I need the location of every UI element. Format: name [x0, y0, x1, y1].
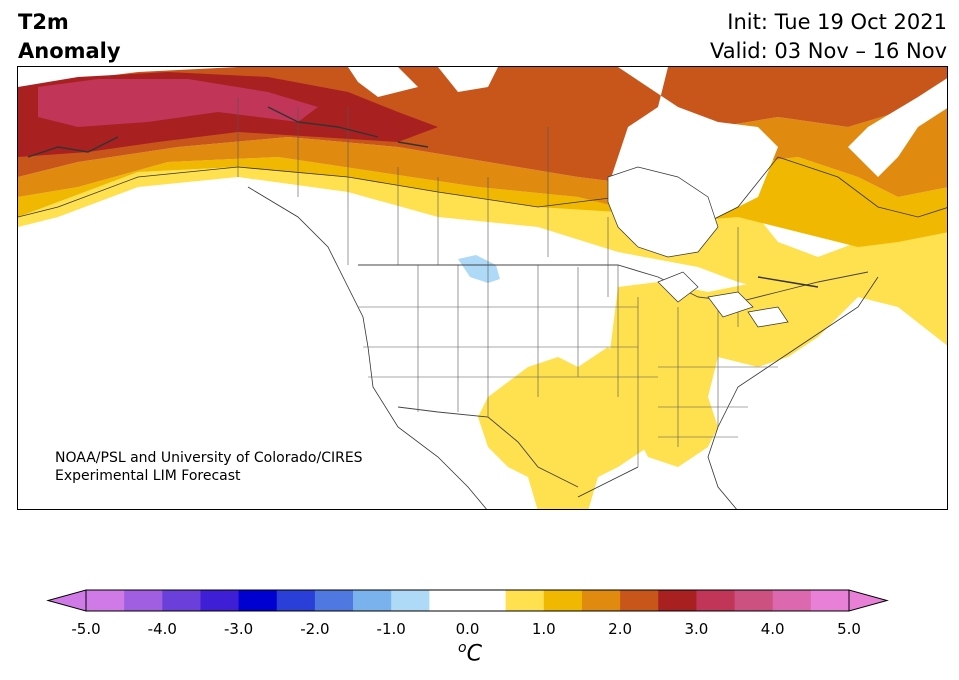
coastline-east	[577, 276, 879, 509]
colorbar-tick-label: -4.0	[147, 620, 177, 638]
colorbar-cell	[543, 590, 583, 611]
colorbar-cell	[391, 590, 430, 611]
credit-text: NOAA/PSL and University of Colorado/CIRE…	[55, 449, 363, 485]
colorbar-cell	[696, 590, 736, 611]
anomaly-map	[17, 66, 948, 510]
colorbar-tick-label: -5.0	[71, 620, 101, 638]
colorbar-cell	[162, 590, 201, 611]
anomaly-band-1p5-2p0	[18, 157, 947, 247]
colorbar-tick-label: 4.0	[760, 620, 785, 638]
credit-line-1: NOAA/PSL and University of Colorado/CIRE…	[55, 450, 363, 466]
anomaly-band-3p5-4p0	[38, 79, 318, 127]
colorbar-tick-label: -1.0	[376, 620, 406, 638]
colorbar-outline	[85, 589, 850, 612]
colorbar-cell	[429, 590, 468, 611]
colorbar-tick-label: -3.0	[223, 620, 254, 638]
colorbar-cell	[658, 590, 697, 611]
colorbar-cells	[46, 589, 889, 612]
colorbar-cell	[467, 590, 507, 611]
colorbar	[46, 589, 889, 612]
state-lines	[358, 265, 778, 467]
valid-range: Valid: 03 Nov – 16 Nov	[710, 39, 947, 63]
anomaly-cool-montana	[458, 255, 500, 283]
colorbar-cell	[238, 590, 278, 611]
great-lakes	[657, 271, 789, 328]
canada-province-lines	[237, 97, 739, 327]
colorbar-tick-label: 0.0	[455, 620, 480, 638]
colorbar-cell	[200, 590, 240, 611]
credit-line-2: Experimental LIM Forecast	[55, 468, 241, 484]
colorbar-tick-label: 3.0	[684, 620, 709, 638]
map-canvas	[18, 67, 947, 509]
anomaly-band-eastern-us	[608, 267, 878, 467]
colorbar-cell	[620, 590, 659, 611]
colorbar-cell	[810, 590, 850, 611]
us-mexico-border	[397, 406, 579, 488]
colorbar-cell	[505, 590, 545, 611]
colorbar-tick-label: 1.0	[531, 620, 556, 638]
title-line-2: Anomaly	[18, 39, 121, 63]
colorbar-tick-label: 5.0	[837, 620, 861, 638]
map-title: T2m Anomaly	[18, 8, 121, 66]
anomaly-band-southern-plains	[478, 347, 648, 509]
colorbar-cell	[581, 590, 621, 611]
run-info: Init: Tue 19 Oct 2021 Valid: 03 Nov – 16…	[710, 8, 947, 66]
colorbar-cell	[276, 590, 316, 611]
colorbar-extend-high	[848, 589, 889, 612]
colorbar-tick-label: 2.0	[608, 620, 633, 638]
colorbar-cell	[353, 590, 392, 611]
colorbar-cell	[124, 590, 163, 611]
colorbar-cell	[734, 590, 774, 611]
hudson-bay	[607, 166, 719, 258]
colorbar-cell	[86, 590, 125, 611]
rivers	[27, 106, 819, 288]
init-date: Init: Tue 19 Oct 2021	[727, 10, 947, 34]
arctic-islands	[348, 67, 947, 237]
colorbar-cell	[772, 590, 812, 611]
colorbar-tick-label: -2.0	[300, 620, 330, 638]
colorbar-cell	[314, 590, 354, 611]
title-line-1: T2m	[18, 10, 69, 34]
colorbar-unit: oC	[458, 640, 482, 667]
colorbar-extend-low	[46, 589, 87, 612]
